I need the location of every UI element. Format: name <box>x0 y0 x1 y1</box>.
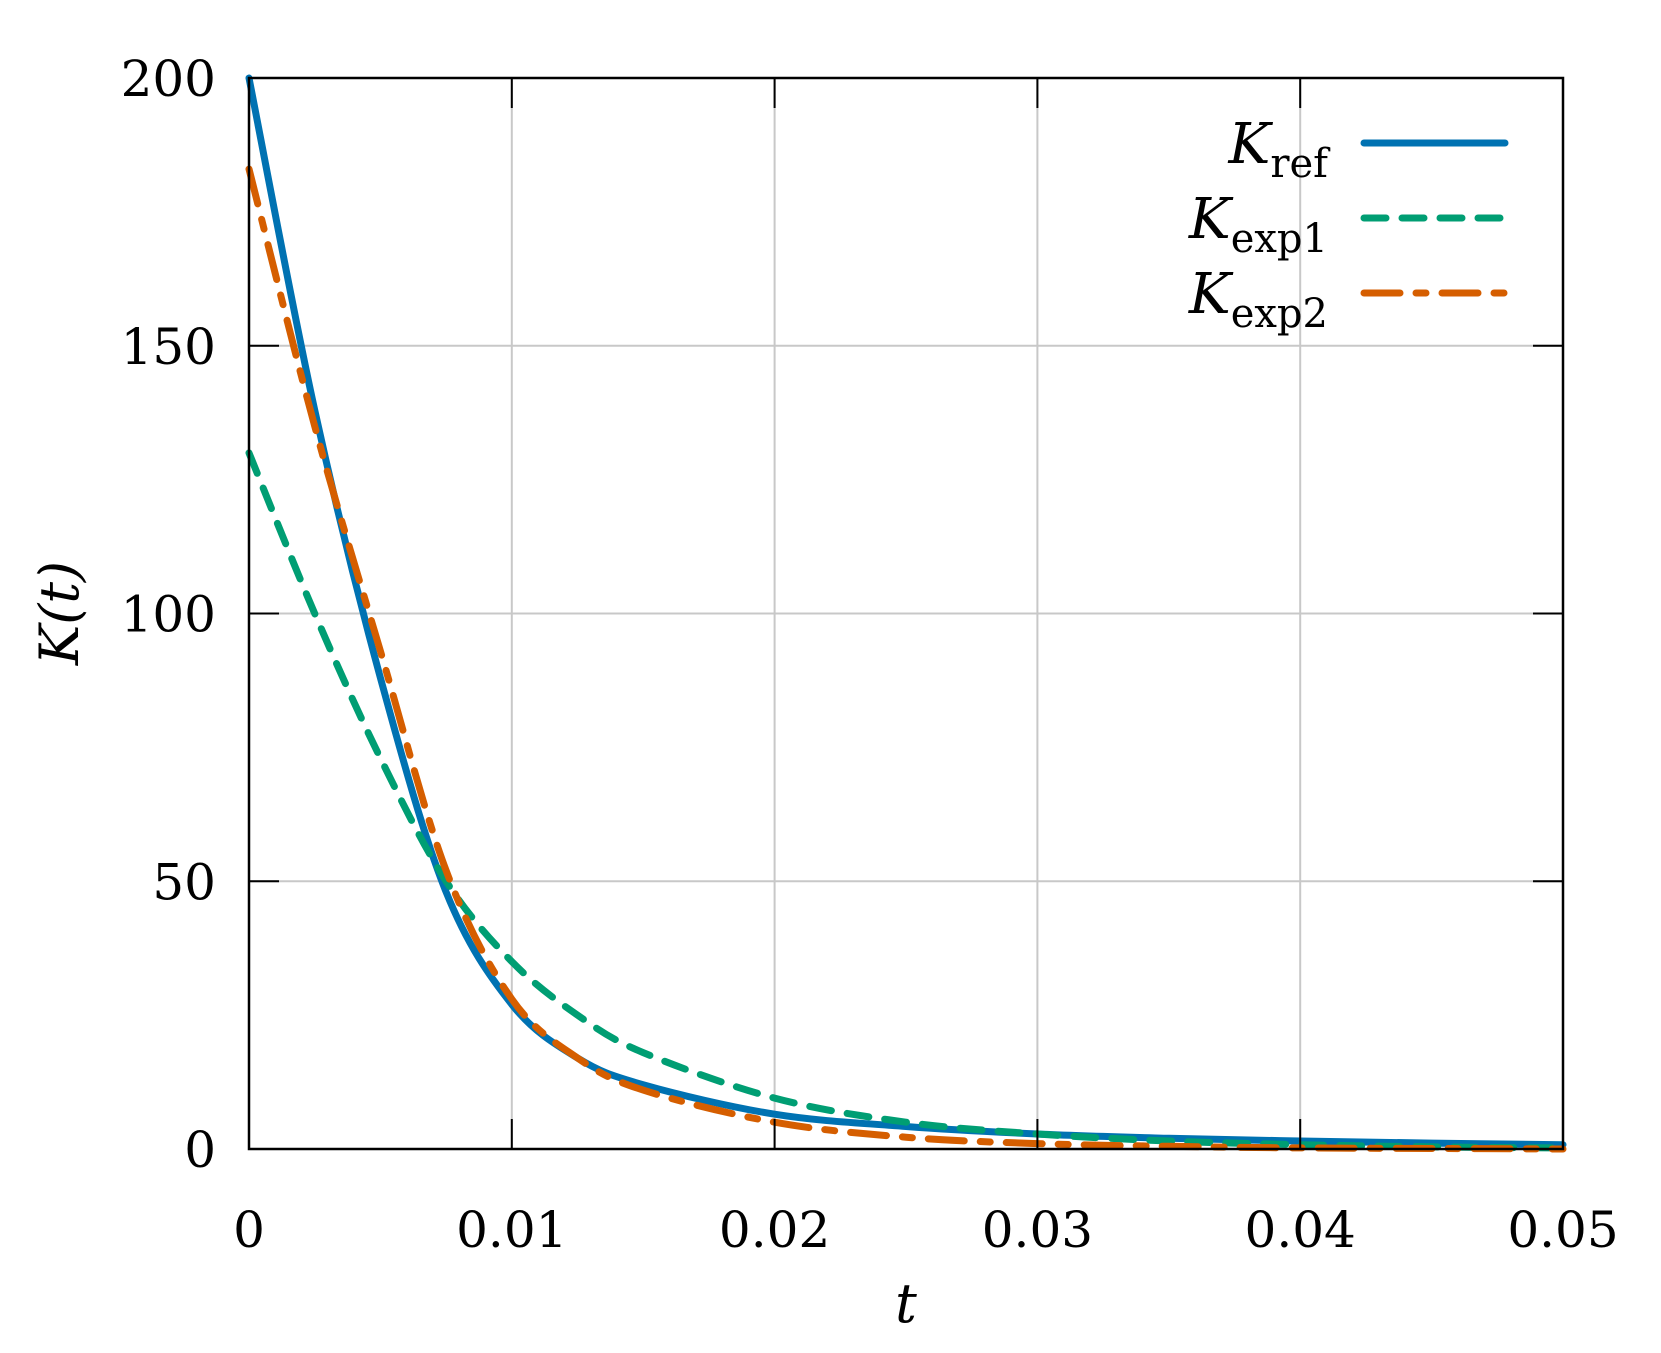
curve-k-exp1 <box>245 449 1567 1152</box>
y-tick-label: 0 <box>184 1121 216 1179</box>
y-tick-label: 200 <box>121 50 216 108</box>
y-tick-label: 150 <box>121 318 216 376</box>
legend-entry-k-exp2: Kexp2 <box>1188 262 1509 337</box>
curve-k-ref <box>245 74 1567 1149</box>
legend-label: Kexp2 <box>1188 262 1328 337</box>
x-tick-labels: 0 0.01 0.02 0.03 0.04 0.05 <box>233 1201 1619 1259</box>
legend-entry-k-ref: Kref <box>1228 112 1509 187</box>
curve-k-exp2 <box>245 165 1567 1153</box>
data-curves <box>245 74 1567 1153</box>
x-tick-label: 0.04 <box>1245 1201 1356 1259</box>
x-tick-label: 0.01 <box>456 1201 567 1259</box>
x-tick-label: 0.05 <box>1507 1201 1618 1259</box>
legend-label: Kref <box>1228 112 1332 187</box>
x-axis-label: t <box>895 1272 917 1335</box>
x-tick-label: 0.02 <box>719 1201 830 1259</box>
y-tick-labels: 0 50 100 150 200 <box>121 50 216 1179</box>
y-tick-label: 100 <box>121 586 216 644</box>
y-axis-label: K(t) <box>28 561 91 666</box>
legend-entry-k-exp1: Kexp1 <box>1188 187 1509 262</box>
legend-label: Kexp1 <box>1188 187 1328 262</box>
y-tick-label: 50 <box>152 853 216 911</box>
x-tick-label: 0.03 <box>982 1201 1093 1259</box>
axis-ticks <box>248 77 1564 1150</box>
x-tick-label: 0 <box>233 1201 265 1259</box>
gridlines <box>249 78 1563 1149</box>
